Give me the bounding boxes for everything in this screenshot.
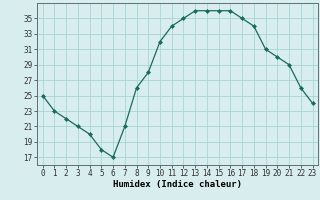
X-axis label: Humidex (Indice chaleur): Humidex (Indice chaleur) — [113, 180, 242, 189]
